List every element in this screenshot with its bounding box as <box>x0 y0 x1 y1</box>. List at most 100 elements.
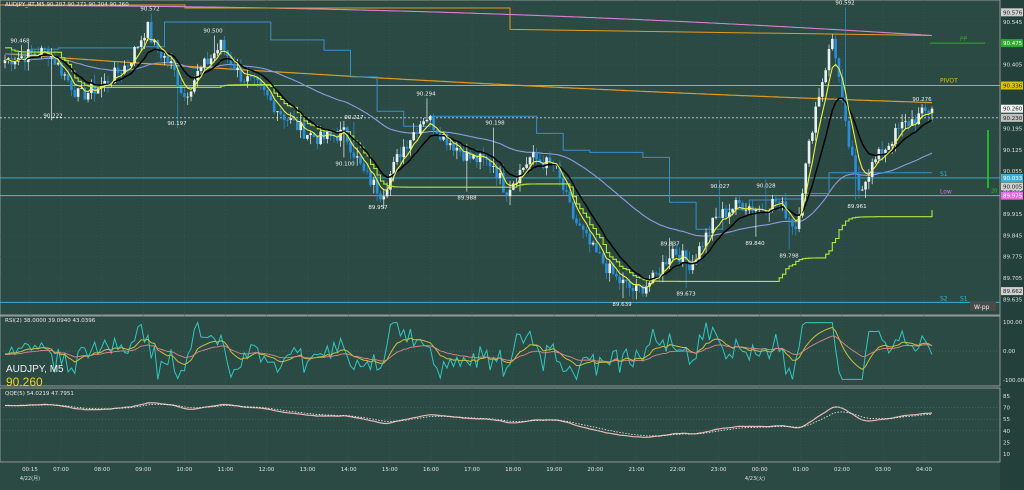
pivot-label: PIVOT <box>940 78 958 85</box>
candle-body <box>468 152 472 159</box>
candle-body <box>708 232 711 234</box>
candle-body <box>73 90 77 97</box>
candle-body <box>133 46 136 63</box>
candle-body <box>545 157 548 169</box>
candle-body <box>116 67 120 73</box>
wpp-tag <box>970 301 996 311</box>
candle-body <box>864 181 867 190</box>
candle-body <box>86 92 90 100</box>
candle-body <box>558 164 562 178</box>
candle-body <box>691 262 695 271</box>
rsi-indicator-lines <box>0 321 1000 381</box>
black-ma-line <box>4 48 933 281</box>
price-annotation: 89.837 <box>660 242 680 248</box>
candle-body <box>654 272 658 274</box>
price-annotation: 90.217 <box>344 115 364 121</box>
candle-body <box>498 172 502 178</box>
candle-body <box>824 70 827 83</box>
candle-body <box>668 258 671 265</box>
w2-axis-tag <box>1001 287 1023 296</box>
current-price-display: 90.260 <box>6 375 43 389</box>
candle-body <box>930 108 934 114</box>
candle-body <box>296 120 299 131</box>
candle-body <box>528 157 532 165</box>
w2-axis-tag-text: 89.662 <box>1003 289 1022 295</box>
candle-body <box>880 149 884 156</box>
candle-body <box>259 80 263 85</box>
candle-body <box>256 77 259 81</box>
candle-body <box>541 162 545 169</box>
candle-body <box>236 67 239 70</box>
candle-body <box>399 154 402 158</box>
candle-body <box>286 119 289 121</box>
candle-body <box>714 216 718 218</box>
candle-body <box>618 276 621 284</box>
lime-ma-line <box>5 47 933 282</box>
low-label: Low <box>940 189 952 196</box>
candle-body <box>289 118 293 120</box>
price-annotation: 90.468 <box>10 38 30 44</box>
time-axis-tick: 22:00 <box>670 467 686 473</box>
candle-body <box>684 250 688 261</box>
candle-body <box>183 93 186 97</box>
candle-body <box>525 164 528 168</box>
candle-body <box>831 38 834 49</box>
candle-body <box>412 132 415 141</box>
candle-body <box>538 159 542 163</box>
candle-body <box>671 248 675 259</box>
candle-body <box>203 58 206 68</box>
candle-body <box>395 154 399 162</box>
candle-body <box>794 226 798 229</box>
candle-body <box>910 119 914 126</box>
candle-body <box>488 159 492 167</box>
pp-axis-tag <box>1001 39 1023 48</box>
candle-body <box>897 128 901 129</box>
candle-body <box>30 49 33 53</box>
candle-body <box>644 286 648 294</box>
candle-body <box>628 281 631 288</box>
price-annotation: 90.197 <box>167 121 187 127</box>
price-annotation: 90.198 <box>485 121 505 127</box>
date-label: 4/23(火) <box>745 476 765 482</box>
candle-body <box>907 121 911 126</box>
candle-body <box>787 218 791 220</box>
candle-body <box>409 140 412 149</box>
yellow-ma-line <box>4 37 933 289</box>
candle-body <box>508 189 512 197</box>
candle-body <box>807 140 811 164</box>
candle-body <box>744 210 748 212</box>
candle-body <box>372 179 376 185</box>
candle-body <box>419 124 422 134</box>
candle-body <box>734 199 738 210</box>
candle-body <box>721 209 724 218</box>
candle-body <box>621 279 625 284</box>
time-axis-tick: 21:00 <box>628 467 644 473</box>
candle-body <box>199 67 203 71</box>
candle-body <box>578 223 582 226</box>
candle-body <box>312 133 316 138</box>
price-axis-tick: 89.705 <box>1003 276 1023 282</box>
candle-body <box>435 129 439 134</box>
candle-body <box>282 114 286 120</box>
candle-body <box>422 121 425 125</box>
candle-body <box>678 254 681 263</box>
candle-body <box>355 156 359 158</box>
candle-body <box>405 146 409 149</box>
candle-body <box>309 133 312 136</box>
candle-body <box>834 38 837 59</box>
qqe-axis-tick: 10 <box>1003 452 1010 458</box>
candle-body <box>890 144 894 146</box>
rsi-cyan-line <box>4 321 933 381</box>
candle-body <box>840 76 844 98</box>
candle-body <box>920 107 924 114</box>
candle-body <box>13 61 17 65</box>
time-axis-tick: 09:00 <box>135 467 151 473</box>
candle-body <box>658 273 661 276</box>
s1-axis-tag-text: 90.033 <box>1003 176 1023 182</box>
candle-body <box>56 62 60 65</box>
qqe-axis-tick: 40 <box>1003 429 1010 435</box>
candle-body <box>458 147 462 152</box>
rsi-axis-tick: 100.00 <box>1003 320 1023 326</box>
candle-body <box>777 201 781 203</box>
